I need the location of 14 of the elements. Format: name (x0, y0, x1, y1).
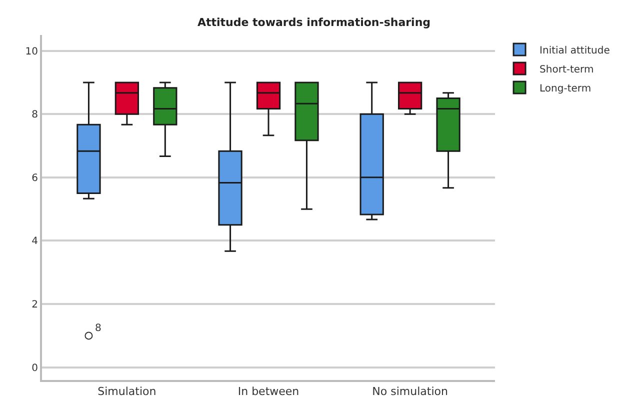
chart-title: Attitude towards information-sharing (197, 16, 431, 30)
y-tick-label: 0 (32, 362, 38, 374)
x-tick-label: In between (238, 385, 300, 398)
legend-label: Long-term (540, 83, 592, 94)
y-tick-label: 2 (32, 300, 38, 311)
annotation: 8 (95, 323, 102, 334)
y-tick-label: 10 (25, 46, 38, 58)
y-tick-label: 4 (32, 236, 38, 248)
y-tick-label: 6 (32, 172, 38, 184)
x-tick-label: No simulation (372, 385, 448, 398)
legend-label: Short-term (540, 64, 594, 76)
y-tick-label: 8 (32, 110, 38, 121)
x-tick-label: Simulation (98, 385, 156, 398)
legend-label: Initial attitude (540, 45, 610, 56)
